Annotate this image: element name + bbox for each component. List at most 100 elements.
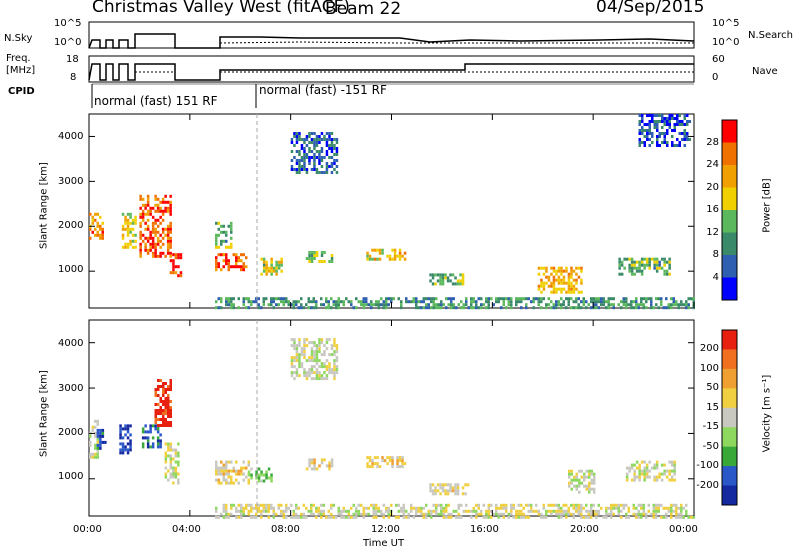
x-tick-2000: 20:00 [570, 524, 599, 535]
beam-title: Beam 22 [325, 0, 402, 19]
power-region [618, 257, 671, 276]
velocity-colorbar-segment [722, 485, 737, 506]
velocity-colorbar-segment [722, 368, 737, 389]
velocity-colorbar-tick: -15 [702, 421, 719, 433]
velocity-colorbar-segment [722, 427, 737, 448]
nsearch-tick-top: 10^5 [712, 18, 740, 29]
velocity-colorbar-segment [722, 388, 737, 409]
freq-trace [88, 63, 694, 81]
velocity-y-tick-1000: 1000 [58, 471, 84, 482]
nsky-label: N.Sky [4, 33, 33, 44]
power-region [139, 194, 172, 258]
power-region [89, 212, 104, 240]
station-title: Christmas Valley West (fitACF) [92, 0, 351, 17]
cpid-segment-2: normal (fast) -151 RF [259, 83, 387, 97]
freq-tick-18: 18 [66, 54, 79, 65]
velocity-region [141, 424, 162, 449]
nsearch-tick-bottom: 10^0 [712, 37, 740, 48]
power-colorbar-segment [722, 232, 737, 256]
power-colorbar-frame [721, 119, 738, 301]
power-colorbar-tick: 20 [706, 181, 719, 193]
cpid-segment-1: normal (fast) 151 RF [94, 94, 218, 108]
velocity-y-tick-4000: 4000 [58, 338, 84, 349]
power-colorbar-tick: 8 [712, 249, 719, 260]
velocity-region [154, 379, 172, 427]
x-tick-0000: 00:00 [73, 524, 102, 535]
freq-panel-frame [88, 55, 695, 83]
power-region [215, 297, 695, 310]
velocity-colorbar-tick: 100 [699, 362, 719, 374]
velocity-region [366, 456, 407, 469]
velocity-colorbar-segment [722, 466, 737, 487]
power-region [215, 253, 248, 272]
nsky-tick-top: 10^5 [54, 18, 82, 29]
power-colorbar-tick: 28 [706, 136, 719, 148]
power-region [366, 248, 407, 261]
power-y-tick-4000: 4000 [58, 131, 84, 142]
nave-tick-0: 0 [712, 72, 719, 83]
power-region [290, 132, 339, 174]
velocity-y-tick-2000: 2000 [58, 427, 84, 438]
nsky-panel-frame [88, 21, 695, 49]
velocity-colorbar-tick: 15 [706, 401, 719, 413]
power-region [638, 114, 691, 147]
power-region [537, 266, 583, 294]
velocity-y-tick-3000: 3000 [58, 383, 84, 394]
velocity-colorbar-tick: -100 [696, 460, 719, 472]
power-colorbar-segment [722, 120, 737, 143]
nsky-trace [88, 33, 695, 49]
date-title: 04/Sep/2015 [596, 0, 705, 17]
velocity-colorbar-frame [721, 329, 738, 506]
power-region [429, 273, 465, 286]
velocity-region [429, 483, 470, 496]
velocity-region [119, 424, 132, 455]
power-y-tick-3000: 3000 [58, 176, 84, 187]
power-y-tick-2000: 2000 [58, 220, 84, 231]
power-region [215, 221, 233, 249]
power-colorbar-segment [722, 255, 737, 278]
freq-label-2: [MHz] [6, 65, 36, 76]
x-tick-1600: 16:00 [470, 524, 499, 535]
velocity-region [290, 338, 339, 381]
velocity-region [96, 428, 107, 450]
power-colorbar-segment [722, 187, 737, 211]
x-tick-0800: 08:00 [271, 524, 300, 535]
power-region [305, 251, 334, 263]
velocity-colorbar-tick: 200 [699, 343, 719, 355]
power-colorbar-tick: 16 [706, 204, 719, 215]
cpid-label: CPID [8, 86, 35, 97]
power-colorbar-tick: 24 [706, 159, 719, 170]
nave-label: Nave [752, 66, 778, 77]
velocity-colorbar-segment [722, 446, 737, 467]
freq-tick-8: 8 [70, 72, 77, 83]
x-tick-0400: 04:00 [172, 524, 201, 535]
x-tick-1200: 12:00 [371, 524, 400, 535]
power-region [169, 253, 183, 278]
velocity-region [215, 460, 250, 485]
x-axis-label: Time UT [363, 538, 405, 549]
nsearch-label: N.Search [748, 30, 794, 41]
velocity-region [164, 442, 180, 485]
velocity-region [625, 460, 676, 482]
nave-tick-60: 60 [712, 54, 725, 65]
power-region [260, 257, 283, 276]
velocity-colorbar-segment [722, 407, 737, 428]
power-colorbar-segment [722, 165, 737, 188]
velocity-colorbar-tick: -50 [702, 440, 719, 452]
power-panel-frame [88, 113, 695, 309]
power-colorbar-segment [722, 142, 737, 166]
x-tick-2400: 00:00 [669, 524, 698, 535]
velocity-colorbar-tick: 50 [706, 382, 719, 394]
power-colorbar-tick: 4 [712, 271, 719, 283]
nsearch-trace [219, 41, 694, 44]
power-colorbar-segment [722, 210, 737, 233]
velocity-panel-frame [88, 319, 695, 517]
power-region [121, 212, 137, 249]
velocity-region [305, 458, 334, 471]
velocity-region [215, 503, 695, 519]
velocity-colorbar-segment [722, 349, 737, 370]
nsky-tick-bottom: 10^0 [54, 37, 82, 48]
power-colorbar-segment [722, 277, 737, 301]
freq-label-1: Freq. [6, 53, 31, 64]
